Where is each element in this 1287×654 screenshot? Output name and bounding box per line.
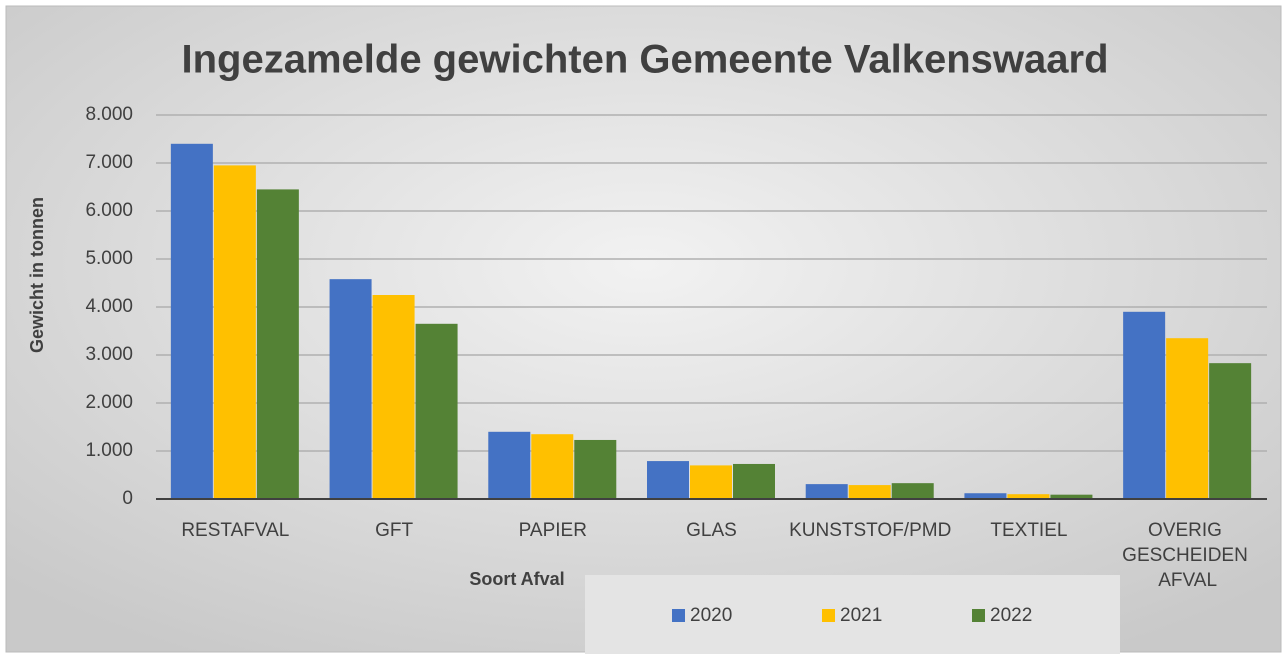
y-tick-label: 5.000 <box>85 248 133 269</box>
x-tick-label: KUNSTSTOF/PMD <box>789 520 951 541</box>
legend-marker <box>672 609 685 622</box>
bar <box>647 461 689 499</box>
bar <box>848 485 891 499</box>
bar <box>488 431 531 499</box>
bar <box>329 279 372 499</box>
y-tick-label: 1.000 <box>85 440 133 461</box>
bar <box>531 434 574 499</box>
y-tick-label: 4.000 <box>85 296 133 317</box>
x-tick-label: GLAS <box>686 520 737 541</box>
legend-label: 2021 <box>840 605 882 626</box>
bar <box>733 463 775 499</box>
y-tick-label: 6.000 <box>85 200 133 221</box>
bar <box>1050 494 1093 499</box>
bar <box>256 189 299 499</box>
bar <box>1209 363 1252 499</box>
legend-marker <box>822 609 835 622</box>
bar <box>964 493 1007 499</box>
x-tick-label: PAPIER <box>519 520 587 541</box>
bar <box>690 465 732 499</box>
bar <box>1007 494 1050 499</box>
legend-label: 2022 <box>990 605 1032 626</box>
y-tick-label: 8.000 <box>85 104 133 125</box>
bar <box>170 143 213 500</box>
x-tick-label: TEXTIEL <box>990 520 1067 541</box>
bar <box>415 323 458 499</box>
x-tick-label: OVERIG GESCHEIDEN AFVAL <box>1122 520 1253 591</box>
bar <box>1166 338 1209 499</box>
x-tick-label: GFT <box>375 520 413 541</box>
bar <box>891 483 934 499</box>
chart-title: Ingezamelde gewichten Gemeente Valkenswa… <box>181 38 1108 82</box>
y-tick-label: 3.000 <box>85 344 133 365</box>
legend-label: 2020 <box>690 605 732 626</box>
y-tick-label: 0 <box>122 488 133 509</box>
y-axis-label: Gewicht in tonnen <box>27 197 47 353</box>
bar <box>1123 311 1166 499</box>
x-tick-label: RESTAFVAL <box>181 520 289 541</box>
legend-marker <box>972 609 985 622</box>
bar <box>574 439 617 499</box>
bar <box>372 295 415 499</box>
bar <box>805 484 848 499</box>
x-axis-label: Soort Afval <box>469 569 564 589</box>
y-tick-label: 7.000 <box>85 152 133 173</box>
bar <box>213 165 256 499</box>
y-tick-label: 2.000 <box>85 392 133 413</box>
